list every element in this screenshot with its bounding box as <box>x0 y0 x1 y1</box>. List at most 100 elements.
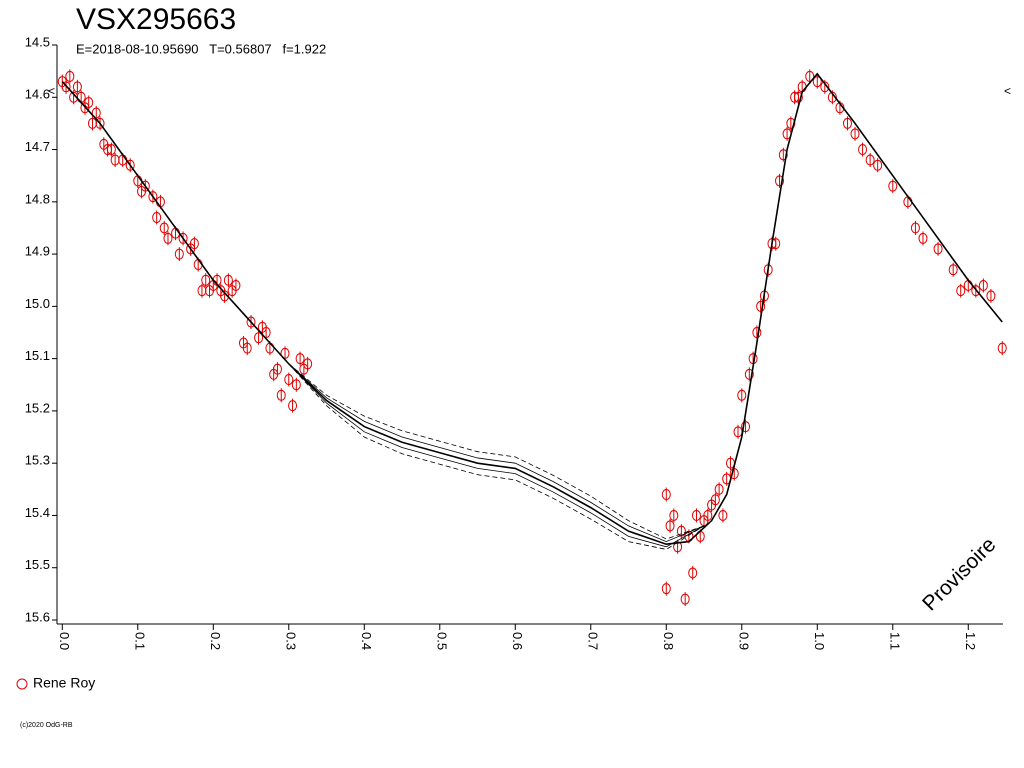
x-tick-label: 0.6 <box>510 632 525 650</box>
data-point <box>91 107 101 119</box>
data-point <box>189 238 199 250</box>
fit-curve <box>288 363 705 550</box>
data-point <box>242 342 252 354</box>
x-tick-label: 1.1 <box>887 632 902 650</box>
data-point <box>220 290 230 302</box>
x-tick-label: 1.2 <box>963 632 978 650</box>
data-point <box>148 191 158 203</box>
data-point <box>680 593 690 605</box>
data-point <box>933 243 943 255</box>
data-point <box>786 117 796 129</box>
data-point <box>978 279 988 291</box>
data-point <box>756 300 766 312</box>
data-point <box>261 327 271 338</box>
fit-curve <box>288 363 705 540</box>
chart-title: VSX295663 <box>76 3 236 36</box>
data-point <box>820 81 830 93</box>
data-point <box>61 81 71 93</box>
data-point <box>737 389 747 401</box>
y-tick-label: 15.2 <box>25 400 50 415</box>
data-point <box>688 567 698 579</box>
data-point <box>986 290 996 302</box>
data-point <box>231 279 241 291</box>
data-point <box>303 358 313 370</box>
x-tick-label: 1.0 <box>812 632 827 650</box>
y-tick-label: 14.6 <box>25 87 50 102</box>
data-point <box>714 483 724 495</box>
y-tick-label: 14.5 <box>25 34 50 49</box>
x-tick-label: 0.2 <box>208 632 223 650</box>
data-point <box>752 327 762 338</box>
data-point <box>793 91 803 103</box>
data-point <box>295 353 305 365</box>
data-point <box>163 232 173 244</box>
data-point <box>106 144 116 156</box>
data-point <box>125 159 135 171</box>
data-point <box>910 222 920 234</box>
y-tick-label: 15.5 <box>25 557 50 572</box>
fit-curve <box>288 363 705 543</box>
x-tick-label: 0.0 <box>57 632 72 650</box>
data-point <box>691 509 701 521</box>
y-tick-label: 14.8 <box>25 191 50 206</box>
data-point <box>178 232 188 244</box>
data-point <box>280 347 290 359</box>
data-point <box>873 159 883 171</box>
y-tick-label: 15.4 <box>25 505 50 520</box>
data-point <box>718 509 728 521</box>
data-point <box>956 285 966 297</box>
data-point <box>676 525 686 537</box>
x-tick-label: 0.1 <box>132 632 147 650</box>
fit-curve <box>288 363 705 548</box>
x-tick-label: 0.9 <box>736 632 751 650</box>
data-point <box>159 222 169 234</box>
y-tick-label: 15.0 <box>25 296 50 311</box>
data-point <box>288 400 298 412</box>
x-tick-label: 0.7 <box>585 632 600 650</box>
data-point <box>140 180 150 192</box>
x-tick-label: 0.5 <box>434 632 449 650</box>
data-point <box>827 91 837 103</box>
watermark: Provisoire <box>918 533 1000 615</box>
x-tick-label: 0.3 <box>283 632 298 650</box>
data-point <box>174 248 184 260</box>
data-point <box>201 274 211 286</box>
data-point <box>778 149 788 161</box>
data-point <box>805 70 815 82</box>
data-point <box>858 144 868 156</box>
data-point <box>65 70 75 82</box>
data-point <box>888 180 898 192</box>
data-point <box>710 494 720 506</box>
data-point <box>741 421 751 433</box>
fit-curve <box>61 72 1003 546</box>
data-point <box>971 285 981 297</box>
data-point <box>673 541 683 553</box>
data-point <box>842 117 852 129</box>
legend-label: Rene Roy <box>33 675 95 691</box>
data-point <box>95 117 105 129</box>
legend-marker <box>16 678 28 690</box>
x-tick-label: 0.8 <box>661 632 676 650</box>
data-point <box>661 489 671 501</box>
data-point <box>865 154 875 166</box>
footer: (c)2020 OdG-RB <box>20 722 73 729</box>
data-point <box>775 175 785 187</box>
data-point <box>246 316 256 328</box>
data-point <box>223 274 233 286</box>
y-tick-label: 15.1 <box>25 348 50 363</box>
y-tick-label: 15.6 <box>25 609 50 624</box>
data-point <box>812 76 822 88</box>
data-point <box>276 389 286 401</box>
data-point <box>948 264 958 276</box>
data-point <box>284 374 294 386</box>
data-point <box>850 128 860 140</box>
data-point <box>661 583 671 595</box>
data-point <box>669 509 679 521</box>
data-point <box>703 509 713 521</box>
data-point <box>254 332 264 344</box>
chart-subtitle: E=2018-08-10.95690 T=0.56807 f=1.922 <box>76 41 326 56</box>
y-tick-label: 14.7 <box>25 139 50 154</box>
data-point <box>152 212 162 223</box>
